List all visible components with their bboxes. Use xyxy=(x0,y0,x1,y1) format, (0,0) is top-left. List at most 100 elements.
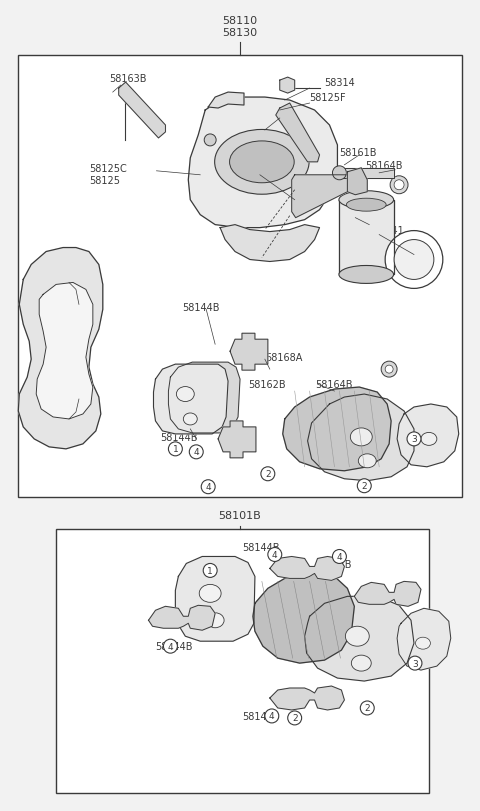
Polygon shape xyxy=(276,104,320,163)
Ellipse shape xyxy=(347,199,386,212)
Ellipse shape xyxy=(339,191,394,209)
Circle shape xyxy=(333,550,347,564)
Ellipse shape xyxy=(385,231,443,289)
Text: 23411: 23411 xyxy=(258,191,288,200)
Circle shape xyxy=(164,639,178,654)
Text: 1: 1 xyxy=(207,566,213,575)
Circle shape xyxy=(357,479,371,493)
Text: 58162B: 58162B xyxy=(248,380,286,389)
Circle shape xyxy=(201,480,215,494)
Circle shape xyxy=(168,442,182,457)
Text: 58314: 58314 xyxy=(324,78,355,88)
Ellipse shape xyxy=(421,433,437,446)
Polygon shape xyxy=(175,557,255,642)
Polygon shape xyxy=(354,581,421,607)
Polygon shape xyxy=(339,169,394,178)
Text: 58163B: 58163B xyxy=(109,74,146,84)
Polygon shape xyxy=(308,394,414,481)
Circle shape xyxy=(189,445,203,459)
Ellipse shape xyxy=(381,362,397,378)
Text: 4: 4 xyxy=(205,483,211,491)
Text: 58125C: 58125C xyxy=(89,164,127,174)
Ellipse shape xyxy=(229,142,294,183)
Polygon shape xyxy=(292,175,351,218)
Polygon shape xyxy=(168,363,240,433)
Text: 58161B: 58161B xyxy=(339,148,377,157)
Ellipse shape xyxy=(339,266,394,284)
Text: 58144B: 58144B xyxy=(314,560,352,570)
Ellipse shape xyxy=(346,626,369,646)
Polygon shape xyxy=(208,93,244,109)
Ellipse shape xyxy=(385,366,393,374)
Circle shape xyxy=(261,467,275,481)
Text: 2: 2 xyxy=(364,704,370,713)
Text: 58144B: 58144B xyxy=(160,432,198,442)
Circle shape xyxy=(203,564,217,577)
Polygon shape xyxy=(280,78,295,94)
Text: 58144B: 58144B xyxy=(242,711,279,721)
Text: 2: 2 xyxy=(292,714,298,723)
Text: 58144B: 58144B xyxy=(242,542,279,551)
Circle shape xyxy=(268,548,282,562)
Circle shape xyxy=(360,702,374,715)
Circle shape xyxy=(265,709,279,723)
Polygon shape xyxy=(305,597,414,681)
Polygon shape xyxy=(218,422,256,458)
Polygon shape xyxy=(339,200,394,275)
Text: 58125: 58125 xyxy=(89,175,120,186)
Polygon shape xyxy=(18,248,103,449)
Ellipse shape xyxy=(215,131,309,195)
Ellipse shape xyxy=(183,414,197,426)
Polygon shape xyxy=(230,334,268,371)
Polygon shape xyxy=(119,83,166,139)
Ellipse shape xyxy=(350,428,372,446)
Text: 58130: 58130 xyxy=(222,28,258,38)
Ellipse shape xyxy=(416,637,431,650)
Text: 58125F: 58125F xyxy=(310,93,346,103)
Bar xyxy=(56,529,429,792)
Text: 58101B: 58101B xyxy=(218,510,262,520)
Text: 4: 4 xyxy=(269,711,275,720)
Ellipse shape xyxy=(394,181,404,191)
Text: 4: 4 xyxy=(336,552,342,561)
Polygon shape xyxy=(397,608,451,670)
Text: 2: 2 xyxy=(361,482,367,491)
Polygon shape xyxy=(253,573,354,663)
Circle shape xyxy=(408,656,422,670)
Ellipse shape xyxy=(390,177,408,195)
Polygon shape xyxy=(188,98,337,229)
Polygon shape xyxy=(348,169,367,195)
Text: 58144B: 58144B xyxy=(182,303,220,313)
Ellipse shape xyxy=(176,387,194,402)
Text: 58164B: 58164B xyxy=(315,380,353,389)
Bar xyxy=(18,56,462,497)
Ellipse shape xyxy=(351,655,371,672)
Ellipse shape xyxy=(358,454,376,468)
Ellipse shape xyxy=(333,166,347,181)
Text: 3: 3 xyxy=(411,435,417,444)
Polygon shape xyxy=(283,388,391,471)
Text: 58110: 58110 xyxy=(222,16,258,26)
Polygon shape xyxy=(148,606,215,630)
Text: 26641: 26641 xyxy=(373,225,404,235)
Polygon shape xyxy=(154,365,228,435)
Polygon shape xyxy=(220,225,320,262)
Text: 1: 1 xyxy=(172,444,178,454)
Text: 58164B: 58164B xyxy=(365,161,403,170)
Polygon shape xyxy=(397,405,459,467)
Text: 4: 4 xyxy=(168,642,173,651)
Text: 3: 3 xyxy=(412,659,418,667)
Circle shape xyxy=(407,432,421,446)
Polygon shape xyxy=(36,283,93,419)
Circle shape xyxy=(204,135,216,147)
Text: 58144B: 58144B xyxy=(156,642,193,651)
Text: 4: 4 xyxy=(272,551,277,560)
Ellipse shape xyxy=(394,240,434,280)
Polygon shape xyxy=(270,686,344,710)
Ellipse shape xyxy=(206,613,224,628)
Polygon shape xyxy=(270,557,344,581)
Text: 4: 4 xyxy=(193,448,199,457)
Text: 58179: 58179 xyxy=(273,114,304,124)
Text: 2: 2 xyxy=(265,470,271,478)
Text: 58168A: 58168A xyxy=(265,353,302,363)
